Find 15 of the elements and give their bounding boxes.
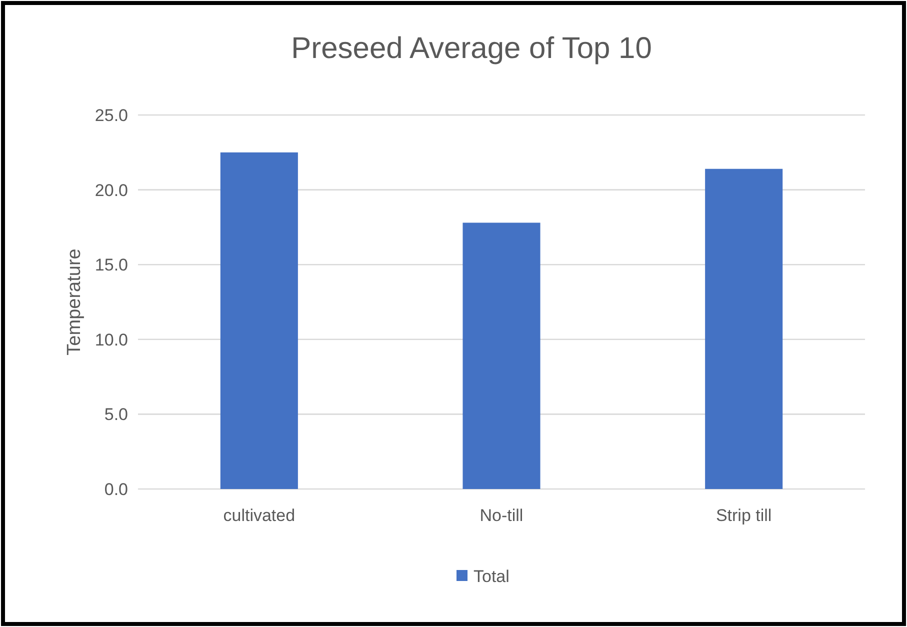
y-tick-label: 15.0 [94,256,128,275]
x-tick-label: No-till [480,506,524,525]
bar [462,222,540,489]
x-tick-label: Strip till [716,506,772,525]
y-tick-label: 5.0 [104,405,128,424]
x-tick-label: cultivated [223,506,296,525]
y-tick-label: 25.0 [94,106,128,125]
y-tick-label: 10.0 [94,330,128,350]
bar [705,168,783,489]
y-tick-label: 0.0 [104,480,128,499]
chart-title: Preseed Average of Top 10 [291,32,652,65]
bar [220,152,298,489]
y-tick-label: 20.0 [94,180,128,200]
y-axis-title: Temperature [64,248,85,356]
legend-label: Total [474,566,510,586]
